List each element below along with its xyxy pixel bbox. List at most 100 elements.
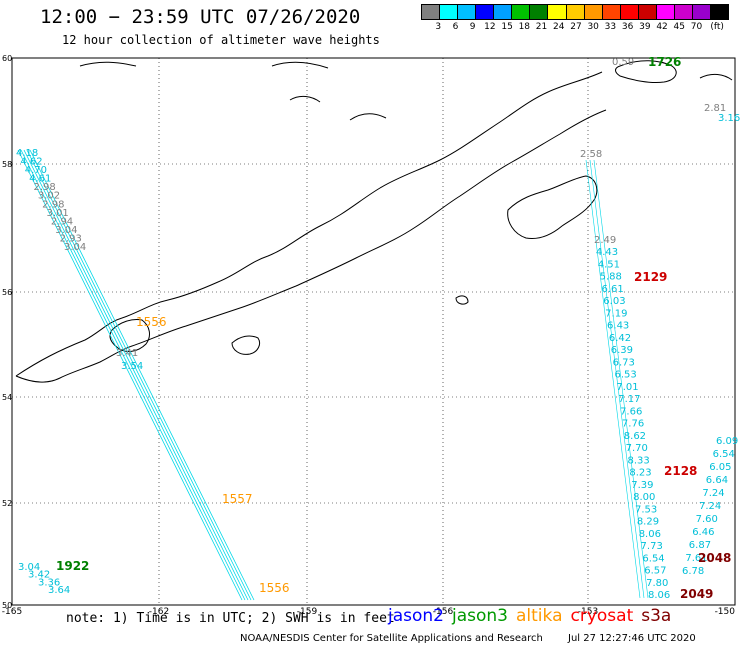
swh-value: 3.02 [38, 191, 60, 202]
swh-value: 6.87 [689, 540, 711, 551]
scale-label: 15 [501, 22, 513, 32]
swh-value: 8.06 [648, 590, 670, 601]
legend-item-s3a: s3a [641, 606, 672, 626]
swh-value: 2.58 [580, 149, 602, 160]
scale-swatch [692, 5, 711, 19]
page-title: 12:00 − 23:59 UTC 07/26/2020 [40, 6, 361, 28]
swh-value: 7.76 [622, 419, 644, 430]
swh-value: 3.04 [55, 225, 77, 236]
scale-swatch [638, 5, 657, 19]
track-line [29, 149, 255, 601]
swh-value: 3.64 [48, 585, 70, 596]
swh-west-labels: 4.184.624.704.612.983.022.983.012.943.04… [16, 148, 86, 253]
swh-east-labels: 2.494.434.51 5.886.616.037.19 6.436.426.39… [594, 235, 670, 601]
swh-value: 0.59 [612, 57, 634, 68]
scale-unit: (ft) [710, 22, 724, 32]
swh-value: 3.54 [121, 361, 143, 372]
latitude-label: 58 [2, 160, 12, 169]
scale-label: 18 [518, 22, 531, 32]
scale-label: 42 [656, 22, 668, 32]
footer-credit: NOAA/NESDIS Center for Satellite Applica… [240, 633, 543, 644]
scale-label: 45 [673, 22, 685, 32]
latitude-label: 52 [2, 499, 12, 508]
swh-value: 6.43 [607, 321, 629, 332]
swh-value: 8.23 [629, 468, 651, 479]
legend-item-altika: altika [516, 606, 563, 626]
swh-value: 6.54 [713, 449, 735, 460]
swh-value: 3.36 [38, 577, 60, 588]
scale-swatch [584, 5, 603, 19]
swh-value: 3.04 [64, 242, 86, 253]
swh-value: 4.51 [598, 259, 620, 270]
scale-swatch [494, 5, 513, 19]
graticule [12, 58, 735, 605]
latitude-label: 50 [2, 601, 12, 610]
latitude-label: 54 [2, 393, 12, 402]
swh-value: 6.42 [609, 333, 631, 344]
swh-value: 7.66 [620, 406, 642, 417]
swh-value: 8.29 [637, 517, 659, 528]
scale-label: 70 [690, 22, 703, 32]
scale-label: 36 [621, 22, 634, 32]
swh-value: 8.62 [624, 431, 646, 442]
swh-value: 7.19 [605, 308, 627, 319]
swh-value: 3.01 [47, 208, 69, 219]
track-line [585, 159, 641, 599]
time-label: 1556 [259, 581, 290, 595]
scale-swatch [440, 5, 459, 19]
track-line [589, 159, 645, 599]
scale-swatch [476, 5, 495, 19]
scale-label: 21 [535, 22, 548, 32]
footnote: note: 1) Time is in UTC; 2) SWH is in fe… [66, 611, 395, 626]
swh-value: 7.73 [641, 541, 663, 552]
page-subtitle: 12 hour collection of altimeter wave hei… [62, 33, 380, 47]
latitude-label: 56 [2, 288, 12, 297]
scale-label: 30 [587, 22, 599, 32]
color-scale: 3 6 9 12 15 18 21 24 27 30 33 36 39 42 45 70 (ft) [421, 4, 729, 38]
swh-value: 6.54 [642, 553, 664, 564]
swh-value: 6.39 [611, 345, 633, 356]
scale-label: 33 [604, 22, 617, 32]
scale-swatch [602, 5, 621, 19]
swh-value: 4.43 [596, 247, 618, 258]
scale-swatch [674, 5, 693, 19]
swh-value: 7.70 [626, 443, 648, 454]
swh-value: 7.24 [699, 501, 721, 512]
swh-value: 4.62 [20, 157, 42, 168]
swh-value: 2.98 [33, 182, 55, 193]
swh-value: 7.53 [635, 504, 657, 515]
swh-value: 7.61 [685, 553, 707, 564]
scale-label: 3 [435, 22, 442, 32]
track-line [26, 149, 252, 601]
swh-value: 4.18 [16, 148, 38, 159]
scale-label: 12 [484, 22, 496, 32]
swh-value: 5.88 [600, 272, 622, 283]
swh-value: 6.46 [692, 527, 714, 538]
footer-timestamp: Jul 27 12:27:46 UTC 2020 [568, 633, 696, 644]
scale-label: 27 [570, 22, 582, 32]
swh-value: 3.04 [18, 562, 40, 573]
latitude-labels: 60 58 56 54 52 50 [2, 54, 12, 610]
swh-value: 7.24 [702, 488, 724, 499]
longitude-label: -153 [578, 607, 598, 617]
longitude-label: -165 [2, 607, 22, 617]
scale-swatch [656, 5, 675, 19]
swh-value: 6.03 [603, 296, 625, 307]
scale-swatch [548, 5, 567, 19]
time-label: 1556 [136, 315, 167, 329]
map-frame [11, 57, 736, 606]
swh-value: 6.57 [644, 566, 666, 577]
scale-swatch [711, 5, 729, 19]
swh-value: 3.16 [718, 113, 740, 124]
swh-value: 6.53 [614, 370, 636, 381]
swh-value: 6.64 [706, 475, 728, 486]
time-label: 2129 [634, 270, 667, 284]
track-line [593, 159, 649, 599]
swh-value: 3.41 [116, 348, 138, 359]
time-label: 2128 [664, 464, 697, 478]
longitude-label: -162 [149, 607, 169, 617]
swh-east2-labels: 6.09 6.54 6.05 6.64 7.24 7.24 7.60 6.46 6.87 7.61… [682, 436, 738, 577]
latitude-label: 60 [2, 54, 12, 63]
swh-value: 2.49 [594, 235, 616, 246]
